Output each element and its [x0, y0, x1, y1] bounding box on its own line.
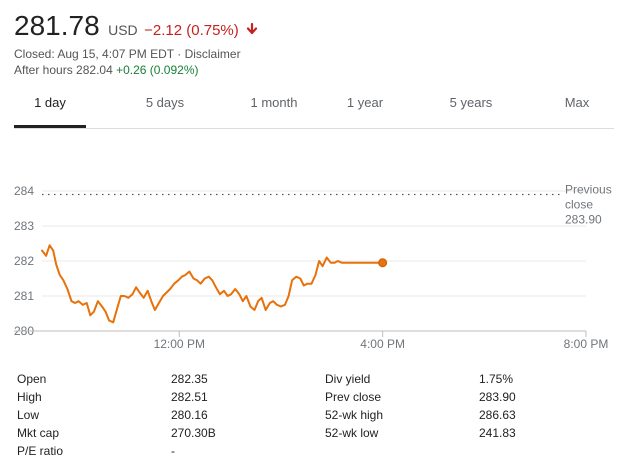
price-header: 281.78 USD −2.12 (0.75%): [14, 10, 259, 42]
stat-value-52-wk-low: 241.83: [479, 426, 516, 440]
tab-label: Max: [564, 95, 590, 110]
y-tick-label: 282: [14, 254, 34, 268]
stat-value-52-wk-high: 286.63: [479, 408, 516, 422]
key-stats: Open 282.35 Div yield 1.75% High 282.51 …: [14, 372, 614, 462]
stat-row: Mkt cap 270.30B 52-wk low 241.83: [14, 426, 614, 444]
stat-label-mkt-cap: Mkt cap: [17, 426, 60, 440]
tab-5-days[interactable]: 5 days: [124, 86, 206, 128]
tab-label: 5 years: [449, 95, 493, 110]
y-tick-label: 281: [14, 289, 34, 303]
after-hours-info: After hours 282.04 +0.26 (0.092%): [14, 63, 198, 77]
stat-value-high: 282.51: [171, 390, 208, 404]
stat-row: Open 282.35 Div yield 1.75%: [14, 372, 614, 390]
stat-row: High 282.51 Prev close 283.90: [14, 390, 614, 408]
after-hours-change: +0.26 (0.092%): [116, 63, 199, 77]
stat-value-div-yield: 1.75%: [479, 372, 514, 386]
previous-close-label: close: [565, 198, 593, 212]
x-tick-label: 8:00 PM: [564, 337, 609, 351]
tab-label: 1 month: [250, 95, 298, 110]
tab-label: 1 year: [346, 95, 384, 110]
stat-label-52-wk-high: 52-wk high: [325, 408, 384, 422]
stat-label-pe-ratio: P/E ratio: [17, 444, 64, 458]
closed-info: Closed: Aug 15, 4:07 PM EDT · Disclaimer: [14, 47, 241, 61]
active-tab-indicator: [14, 125, 86, 128]
tab-max[interactable]: Max: [554, 86, 600, 128]
stat-row: P/E ratio -: [14, 444, 614, 462]
arrow-down-icon: [247, 22, 258, 35]
price-change: −2.12 (0.75%): [144, 22, 239, 39]
tab-label: 5 days: [145, 95, 185, 110]
stat-row: Low 280.16 52-wk high 286.63: [14, 408, 614, 426]
y-tick-label: 283: [14, 219, 34, 233]
range-tabs: 1 day 5 days 1 month 1 year 5 years Max: [14, 86, 614, 129]
tab-1-month[interactable]: 1 month: [228, 86, 320, 128]
stat-value-open: 282.35: [171, 372, 208, 386]
disclaimer-link[interactable]: Disclaimer: [184, 47, 241, 61]
stat-label-52-wk-low: 52-wk low: [325, 426, 379, 440]
stat-value-mkt-cap: 270.30B: [171, 426, 216, 440]
after-hours-label: After hours: [14, 63, 73, 77]
last-price-marker: [378, 258, 388, 268]
y-tick-label: 284: [14, 184, 34, 198]
previous-close-label: Previous: [565, 183, 612, 197]
closed-time: Closed: Aug 15, 4:07 PM EDT: [14, 47, 174, 61]
previous-close-value: 283.90: [565, 213, 602, 227]
stat-value-pe-ratio: -: [171, 444, 175, 458]
currency-label: USD: [108, 22, 138, 38]
tab-label: 1 day: [34, 95, 66, 110]
stat-label-prev-close: Prev close: [325, 390, 382, 404]
price-line: [41, 244, 384, 324]
stat-label-high: High: [17, 390, 42, 404]
separator: ·: [177, 47, 182, 61]
stat-value-low: 280.16: [171, 408, 208, 422]
tab-1-day[interactable]: 1 day: [14, 86, 86, 128]
current-price: 281.78: [14, 10, 100, 41]
stat-value-prev-close: 283.90: [479, 390, 516, 404]
x-tick-label: 12:00 PM: [154, 337, 205, 351]
stat-label-low: Low: [17, 408, 40, 422]
x-tick-label: 4:00 PM: [360, 337, 405, 351]
tab-1-year[interactable]: 1 year: [334, 86, 396, 128]
stat-label-open: Open: [17, 372, 47, 386]
after-hours-price: 282.04: [76, 63, 113, 77]
stat-label-div-yield: Div yield: [325, 372, 371, 386]
tab-5-years[interactable]: 5 years: [434, 86, 508, 128]
